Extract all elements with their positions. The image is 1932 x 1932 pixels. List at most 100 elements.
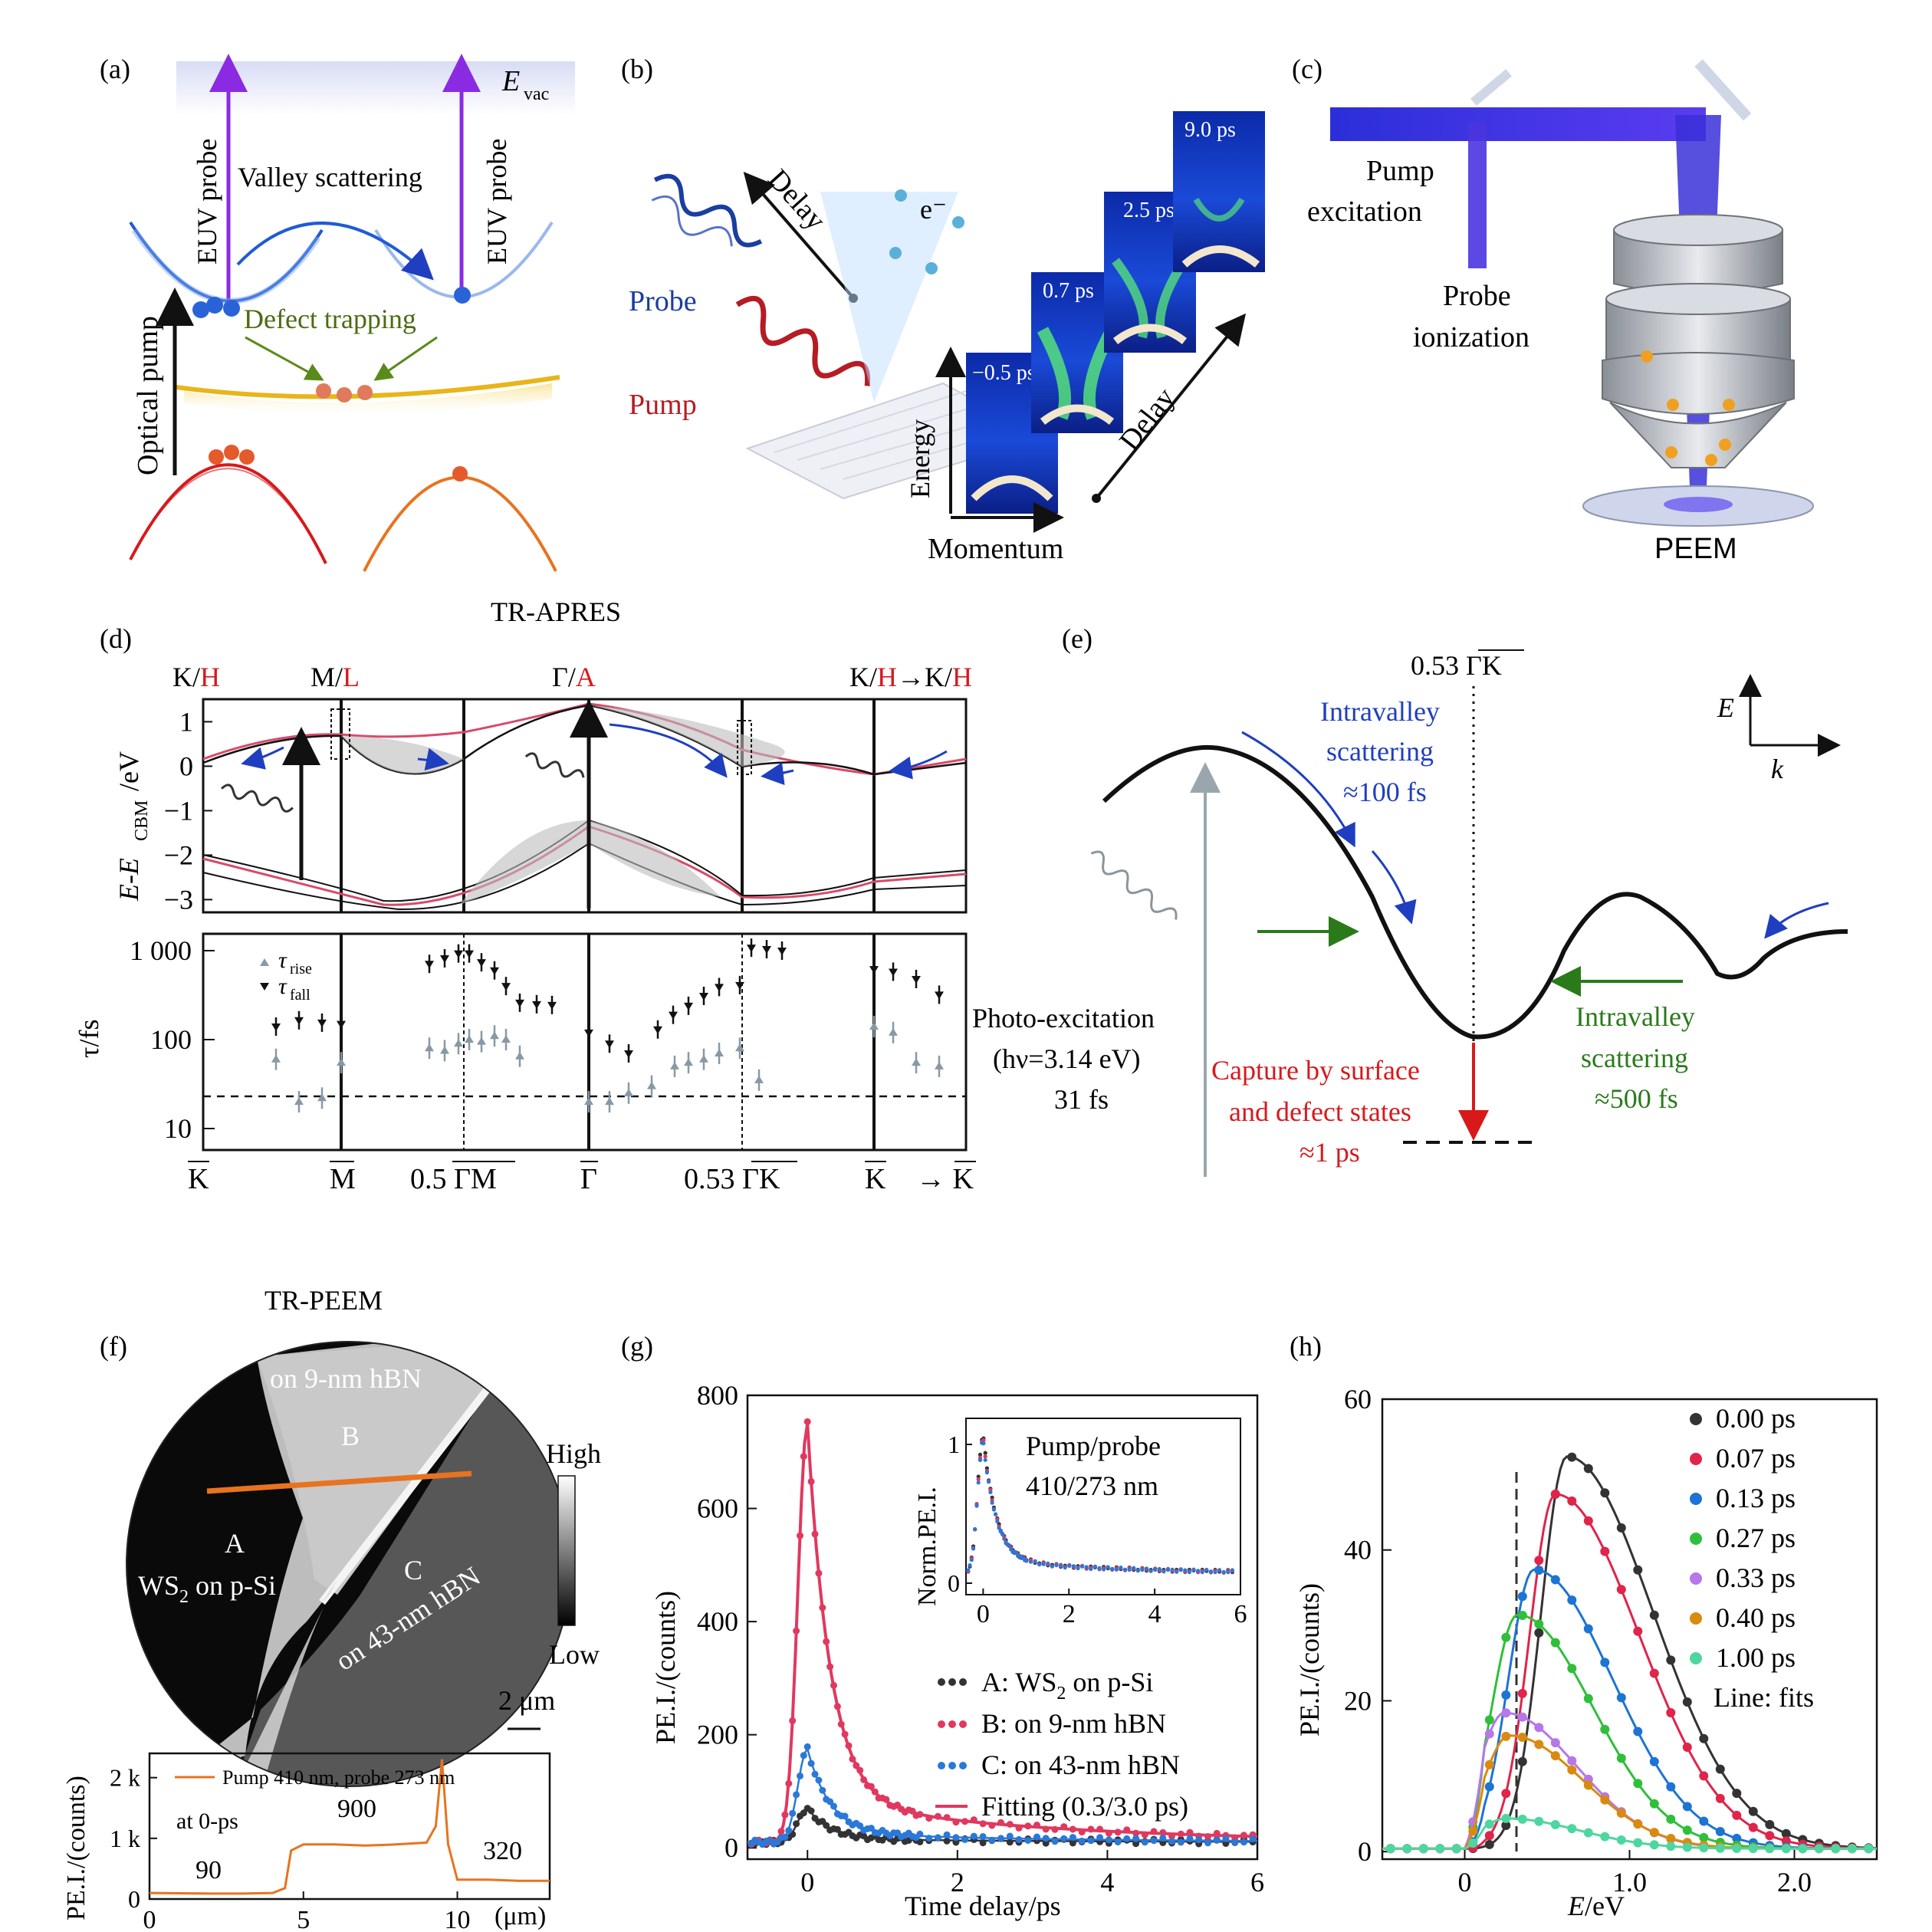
g-point-0 <box>979 1839 987 1847</box>
h-point-1 <box>1550 1489 1560 1499</box>
h-point-1 <box>1666 1708 1676 1717</box>
g-point-2 <box>1222 1835 1230 1842</box>
h-point-6 <box>1831 1844 1841 1854</box>
svg-text:and defect states: and defect states <box>1229 1096 1411 1127</box>
h-point-2 <box>1715 1827 1725 1836</box>
g-inset-point-2 <box>1213 1570 1217 1575</box>
g-inset-ytick-label: 1 <box>948 1431 960 1458</box>
probe-pulse-icon <box>653 173 763 248</box>
svg-text:Photo-excitation: Photo-excitation <box>972 1003 1155 1033</box>
g-point-2 <box>830 1802 837 1810</box>
e-intra-blue-arrow-2 <box>1371 850 1417 925</box>
g-inset-point-2 <box>1024 1558 1029 1563</box>
h-legend-label-1: 0.07 ps <box>1716 1443 1796 1474</box>
h-point-2 <box>1517 1592 1527 1602</box>
g-inset-point-2 <box>1204 1568 1209 1572</box>
valley-scattering-arrow <box>236 222 434 281</box>
profile-line <box>206 1470 472 1494</box>
h-ytick-label: 0 <box>1358 1836 1372 1867</box>
g-point-2 <box>1141 1838 1148 1846</box>
g-inset-point-2 <box>1165 1568 1171 1572</box>
h-legend-marker-4 <box>1690 1572 1702 1585</box>
h-point-1 <box>1765 1831 1775 1841</box>
g-inset-point-2 <box>1002 1536 1007 1541</box>
g-inset-point-2 <box>1037 1562 1042 1567</box>
g-point-2 <box>970 1832 978 1840</box>
f-xtick-label: 10 <box>445 1906 471 1932</box>
g-point-2 <box>1240 1838 1247 1846</box>
pulse-icon-2 <box>524 752 585 778</box>
g-point-1 <box>1177 1830 1184 1838</box>
lifetime-points <box>271 938 944 1113</box>
g-inset-point-2 <box>968 1563 972 1568</box>
svg-text:Intravalley: Intravalley <box>1576 1001 1695 1032</box>
h-point-2 <box>1616 1693 1626 1703</box>
pump-label: Pump <box>629 389 697 421</box>
g-inset-point-2 <box>1033 1559 1037 1563</box>
h-point-5 <box>1501 1731 1511 1741</box>
g-inset-point-2 <box>1230 1568 1234 1572</box>
g-xtick-label: 2 <box>951 1867 964 1898</box>
tau-rise-point <box>294 1097 304 1106</box>
h-fit-3 <box>1382 1613 1877 1850</box>
h-point-3 <box>1501 1632 1511 1642</box>
g-point-2 <box>803 1743 811 1750</box>
band-structure-yticks: 1 0 −1 −2 −3 <box>164 706 212 915</box>
g-point-1 <box>970 1816 978 1824</box>
tau-rise-point <box>605 1097 614 1106</box>
label-B: B <box>341 1421 360 1451</box>
g-inset-xtick-label: 4 <box>1148 1600 1162 1628</box>
h-point-2 <box>1649 1756 1659 1766</box>
g-inset-point-2 <box>1050 1564 1054 1569</box>
capture-label: Capture by surface and defect states ≈1 … <box>1211 1055 1420 1168</box>
g-point-2 <box>1087 1837 1095 1845</box>
h-point-5 <box>1517 1733 1527 1742</box>
g-point-2 <box>961 1835 969 1843</box>
label-A: A <box>225 1528 245 1559</box>
g-inset-point-0 <box>990 1495 994 1500</box>
g-inset-point-2 <box>1102 1567 1106 1572</box>
arpes-snapshot-4: 9.0 ps <box>1173 111 1265 272</box>
g-inset-point-2 <box>1084 1565 1089 1569</box>
g-inset-point-2 <box>1092 1565 1097 1569</box>
h-point-6 <box>1435 1844 1445 1854</box>
h-point-2 <box>1534 1566 1544 1575</box>
momentum-label: Momentum <box>928 533 1063 565</box>
tau-fall-point <box>624 1050 633 1058</box>
tau-fall-point <box>605 1040 614 1049</box>
svg-text:≈1 ps: ≈1 ps <box>1300 1137 1360 1168</box>
g-point-1 <box>830 1681 837 1689</box>
xlabel-G: Γ <box>580 1163 597 1195</box>
panel-c: (c) Pump excitation Probe ionization PEE… <box>1292 54 1814 565</box>
g-inset-point-2 <box>1187 1570 1191 1575</box>
svg-text:0.7 ps: 0.7 ps <box>1043 279 1094 303</box>
h-xtick-label: 0 <box>1458 1867 1472 1898</box>
band-structure-frame <box>202 698 968 914</box>
panel-g-tag: (g) <box>621 1331 653 1362</box>
h-point-4 <box>1501 1708 1511 1718</box>
g-point-1 <box>803 1418 811 1425</box>
g-point-1 <box>1141 1831 1148 1838</box>
h-point-5 <box>1583 1780 1593 1790</box>
d-top-tick-label: 0 <box>179 751 193 781</box>
tau-fall-point <box>669 1011 678 1020</box>
g-inset-point-2 <box>984 1470 989 1475</box>
tau-rise-point <box>465 1035 474 1043</box>
g-point-0 <box>1069 1839 1076 1847</box>
electron-label: e⁻ <box>920 194 947 225</box>
tau-rise-point <box>425 1043 434 1052</box>
h-point-1 <box>1567 1496 1577 1506</box>
g-inset-point-2 <box>1153 1568 1158 1572</box>
g-inset-point-2 <box>1014 1550 1018 1555</box>
h-point-1 <box>1517 1688 1527 1698</box>
g-point-1 <box>1150 1828 1158 1835</box>
g-point-1 <box>845 1742 853 1750</box>
g-inset-point-2 <box>1067 1563 1072 1569</box>
h-point-4 <box>1567 1756 1577 1766</box>
tau-fall-point <box>294 1017 304 1025</box>
tau-fall-point <box>869 966 879 974</box>
h-fit-0 <box>1382 1455 1878 1850</box>
g-inset-point-0 <box>983 1451 987 1455</box>
lifetime-legend: τ rise τ fall <box>260 948 312 1004</box>
g-inset-point-2 <box>1000 1532 1005 1536</box>
